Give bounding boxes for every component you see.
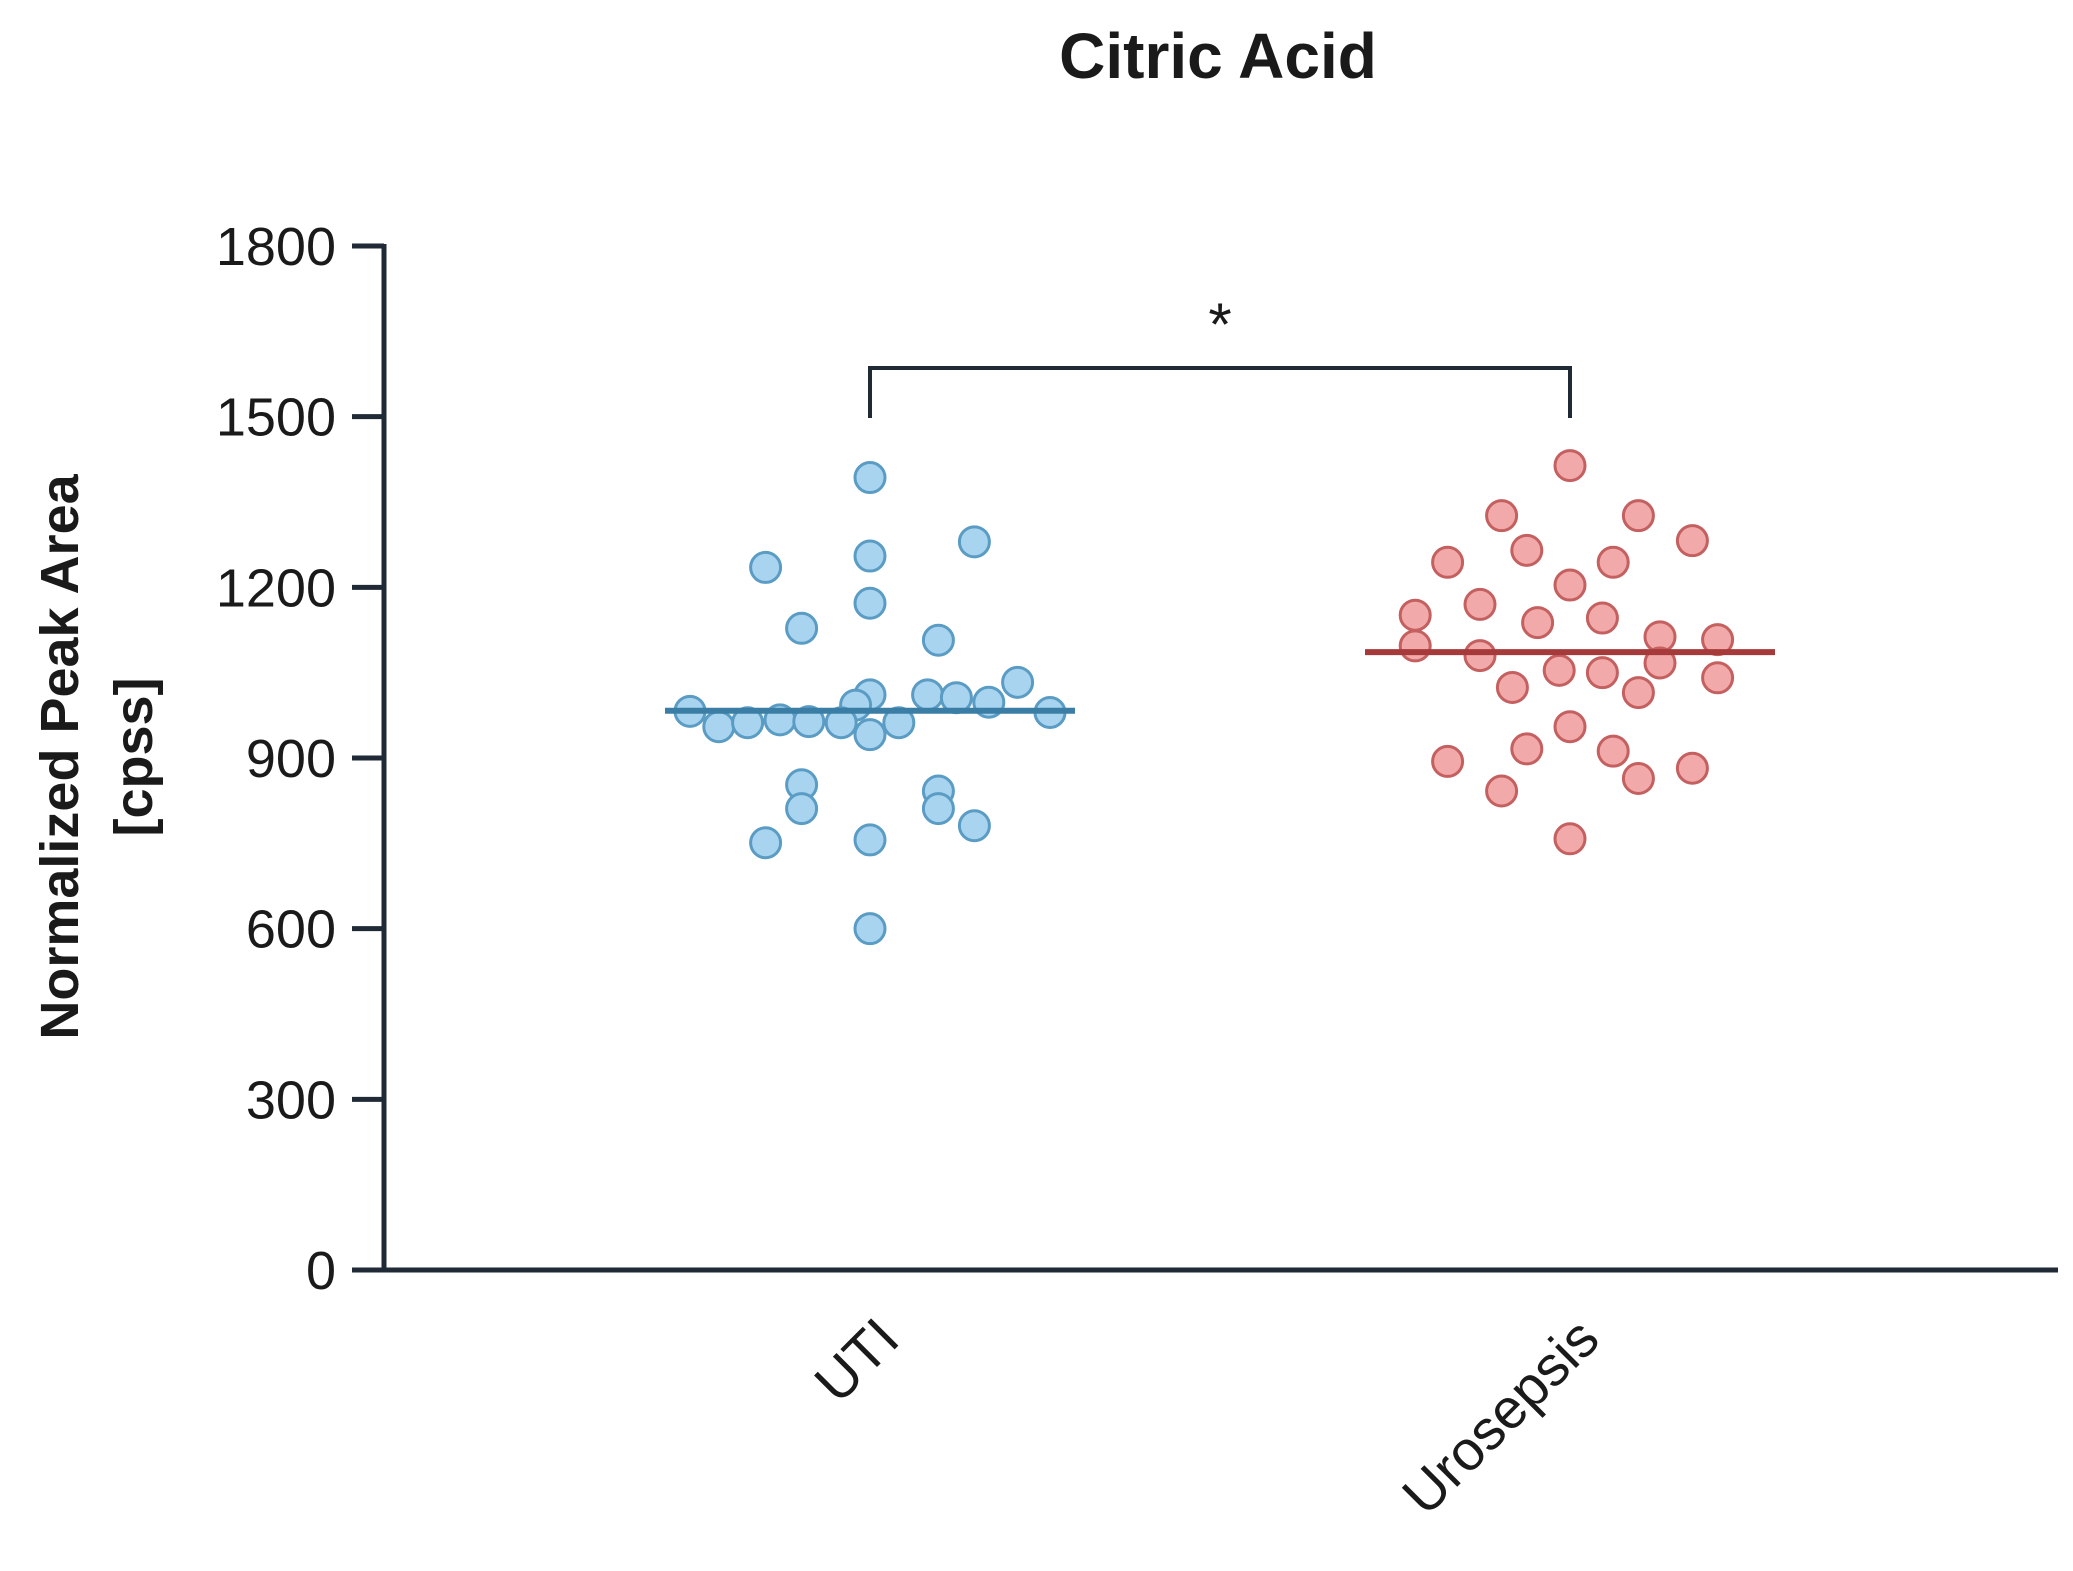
data-point bbox=[749, 826, 783, 860]
data-point bbox=[1463, 639, 1497, 673]
y-axis-label: Normalized Peak Area [cpss] bbox=[30, 473, 164, 1039]
x-category-label: UTI bbox=[802, 1306, 910, 1414]
y-tick-label: 300 bbox=[246, 1070, 336, 1130]
data-point bbox=[1398, 598, 1432, 632]
data-point bbox=[1621, 761, 1655, 795]
data-point bbox=[853, 586, 887, 620]
x-category-label: Urosepsis bbox=[1390, 1306, 1611, 1527]
data-point bbox=[882, 706, 916, 740]
significance-bracket-line bbox=[868, 366, 1572, 418]
data-point bbox=[853, 461, 887, 495]
data-point bbox=[853, 823, 887, 857]
chart-title: Citric Acid bbox=[1059, 20, 1377, 92]
data-point bbox=[921, 623, 955, 657]
data-point bbox=[1585, 601, 1619, 635]
data-point bbox=[1542, 653, 1576, 687]
data-point bbox=[1485, 774, 1519, 808]
data-point bbox=[853, 912, 887, 946]
data-point bbox=[1521, 606, 1555, 640]
data-point bbox=[853, 539, 887, 573]
data-point bbox=[1510, 732, 1544, 766]
y-tick-label: 900 bbox=[246, 729, 336, 789]
data-point bbox=[853, 718, 887, 752]
data-point bbox=[1585, 656, 1619, 690]
data-point bbox=[1643, 646, 1677, 680]
series-urosepsis bbox=[1365, 449, 1775, 856]
data-point bbox=[1495, 670, 1529, 704]
data-point bbox=[702, 710, 736, 744]
data-point bbox=[749, 550, 783, 584]
series-uti bbox=[665, 461, 1075, 946]
data-point bbox=[957, 809, 991, 843]
plot-area bbox=[665, 449, 1775, 946]
data-point bbox=[1701, 661, 1735, 695]
data-point bbox=[1621, 676, 1655, 710]
data-point bbox=[1001, 665, 1035, 699]
y-axis-label-line1: Normalized Peak Area bbox=[30, 473, 90, 1039]
data-point bbox=[911, 678, 945, 712]
y-tick-label: 0 bbox=[306, 1241, 336, 1301]
data-point bbox=[1398, 629, 1432, 663]
y-tick-label: 1500 bbox=[216, 388, 336, 448]
significance-bracket: * bbox=[868, 291, 1572, 418]
data-point bbox=[785, 611, 819, 645]
data-point bbox=[921, 792, 955, 826]
data-point bbox=[1621, 499, 1655, 533]
data-point bbox=[785, 792, 819, 826]
y-axis-label-line2: [cpss] bbox=[104, 677, 164, 836]
y-tick-label: 600 bbox=[246, 900, 336, 960]
data-point bbox=[1431, 744, 1465, 778]
significance-marker: * bbox=[1208, 291, 1231, 358]
data-point bbox=[1553, 449, 1587, 483]
data-point bbox=[824, 706, 858, 740]
data-point bbox=[1553, 710, 1587, 744]
data-point bbox=[1510, 533, 1544, 567]
y-tick-label: 1800 bbox=[216, 217, 336, 277]
data-point bbox=[731, 706, 765, 740]
data-point bbox=[1485, 499, 1519, 533]
data-point bbox=[1675, 524, 1709, 558]
x-axis: UTI Urosepsis bbox=[382, 1267, 2058, 1527]
data-point bbox=[957, 525, 991, 559]
data-point bbox=[792, 705, 826, 739]
data-point bbox=[1431, 545, 1465, 579]
data-point bbox=[1596, 545, 1630, 579]
data-point bbox=[1553, 822, 1587, 856]
data-point bbox=[1675, 751, 1709, 785]
data-point bbox=[1596, 734, 1630, 768]
y-axis: 0 300 600 900 1200 1500 1800 bbox=[216, 217, 387, 1301]
y-tick-label: 1200 bbox=[216, 558, 336, 618]
data-point bbox=[1553, 568, 1587, 602]
data-point bbox=[1463, 587, 1497, 621]
